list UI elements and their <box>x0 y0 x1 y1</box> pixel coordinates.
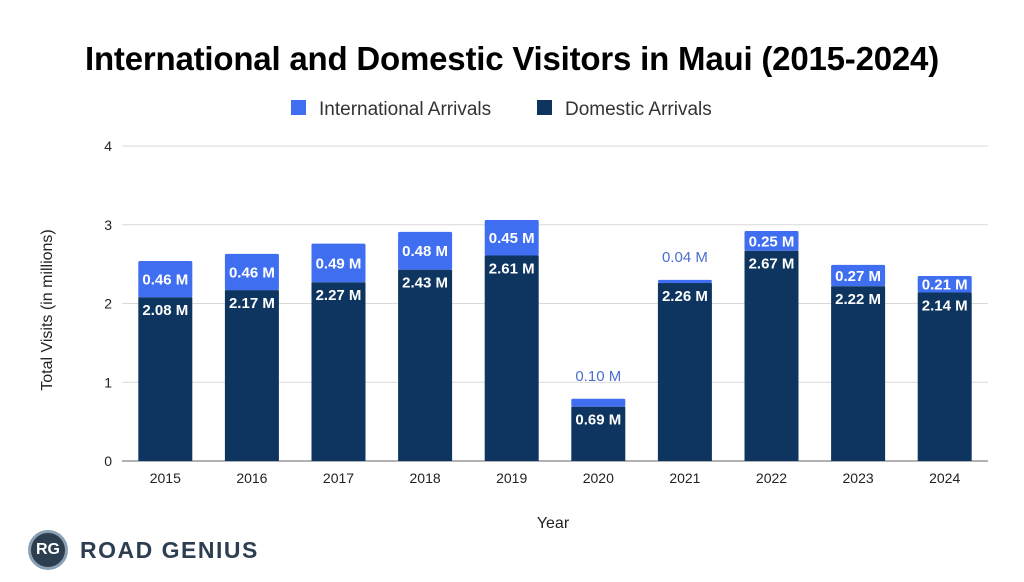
bar-domestic <box>831 286 886 461</box>
y-axis-ticks: 0 1 2 3 4 <box>104 138 112 469</box>
y-tick-label: 0 <box>104 453 112 469</box>
x-axis-title: Year <box>537 515 570 532</box>
bar-domestic <box>917 292 972 461</box>
bar-international <box>744 231 799 251</box>
x-axis-ticks: 2015 2016 2017 2018 2019 2020 2021 2022 2023 2024 <box>150 470 961 486</box>
x-tick-label: 2015 <box>150 470 181 486</box>
data-label-international: 0.49 M <box>316 255 362 272</box>
data-label-international: 0.45 M <box>489 230 535 247</box>
bar-domestic <box>138 297 193 461</box>
legend-swatch-international <box>291 100 306 115</box>
bar-domestic <box>484 255 539 461</box>
data-label-domestic: 2.08 M <box>142 302 188 319</box>
legend-label-international: International Arrivals <box>319 99 491 120</box>
bar-international <box>311 243 366 283</box>
x-tick-label: 2018 <box>410 470 441 486</box>
y-tick-label: 2 <box>104 296 112 312</box>
bars: 2.08 M 0.46 M 2.17 M 0.46 M 2.27 M 0.49 M 2.43… <box>138 220 972 461</box>
logo-text: ROAD GENIUS <box>80 536 259 563</box>
x-tick-label: 2016 <box>236 470 267 486</box>
bar-domestic <box>398 269 453 461</box>
bar-international <box>484 220 539 256</box>
bar-international <box>138 260 193 298</box>
y-tick-label: 3 <box>104 217 112 233</box>
y-tick-label: 1 <box>104 374 112 390</box>
data-label-international: 0.04 M <box>662 249 708 266</box>
bar-domestic <box>311 282 366 461</box>
x-tick-label: 2021 <box>669 470 700 486</box>
data-label-international: 0.10 M <box>575 368 621 385</box>
data-label-domestic: 2.14 M <box>922 297 968 314</box>
legend: International Arrivals Domestic Arrivals <box>291 99 712 120</box>
x-tick-label: 2022 <box>756 470 787 486</box>
y-tick-label: 4 <box>104 138 112 154</box>
logo-badge-icon: RG <box>28 530 68 570</box>
data-label-international: 0.46 M <box>142 272 188 289</box>
data-label-domestic: 2.67 M <box>749 256 795 273</box>
data-label-domestic: 2.27 M <box>316 287 362 304</box>
bar-international <box>831 264 886 287</box>
x-tick-label: 2024 <box>929 470 960 486</box>
bar-international <box>657 279 712 284</box>
data-label-domestic: 2.26 M <box>662 288 708 305</box>
bar-domestic <box>744 250 799 461</box>
bar-domestic <box>571 406 626 461</box>
data-label-domestic: 2.61 M <box>489 260 535 277</box>
x-tick-label: 2020 <box>583 470 614 486</box>
y-axis-title: Total Visits (in millions) <box>39 229 56 391</box>
data-label-international: 0.27 M <box>835 268 881 285</box>
data-label-domestic: 0.69 M <box>575 412 621 429</box>
bar-international <box>571 398 626 407</box>
data-label-domestic: 2.43 M <box>402 275 448 292</box>
road-genius-logo: RG ROAD GENIUS <box>28 528 259 572</box>
data-label-domestic: 2.17 M <box>229 295 275 312</box>
x-tick-label: 2019 <box>496 470 527 486</box>
x-tick-label: 2017 <box>323 470 354 486</box>
data-label-international: 0.25 M <box>749 233 795 250</box>
bar-domestic <box>657 283 712 461</box>
chart-title: International and Domestic Visitors in M… <box>85 40 939 77</box>
legend-swatch-domestic <box>537 100 552 115</box>
data-label-domestic: 2.22 M <box>835 291 881 308</box>
bar-international <box>917 275 972 293</box>
data-label-international: 0.21 M <box>922 277 968 294</box>
bar-domestic <box>224 290 279 461</box>
x-tick-label: 2023 <box>843 470 874 486</box>
legend-label-domestic: Domestic Arrivals <box>565 99 712 120</box>
bar-international <box>224 253 279 291</box>
data-label-international: 0.48 M <box>402 243 448 260</box>
data-label-international: 0.46 M <box>229 265 275 282</box>
bar-international <box>398 231 453 270</box>
